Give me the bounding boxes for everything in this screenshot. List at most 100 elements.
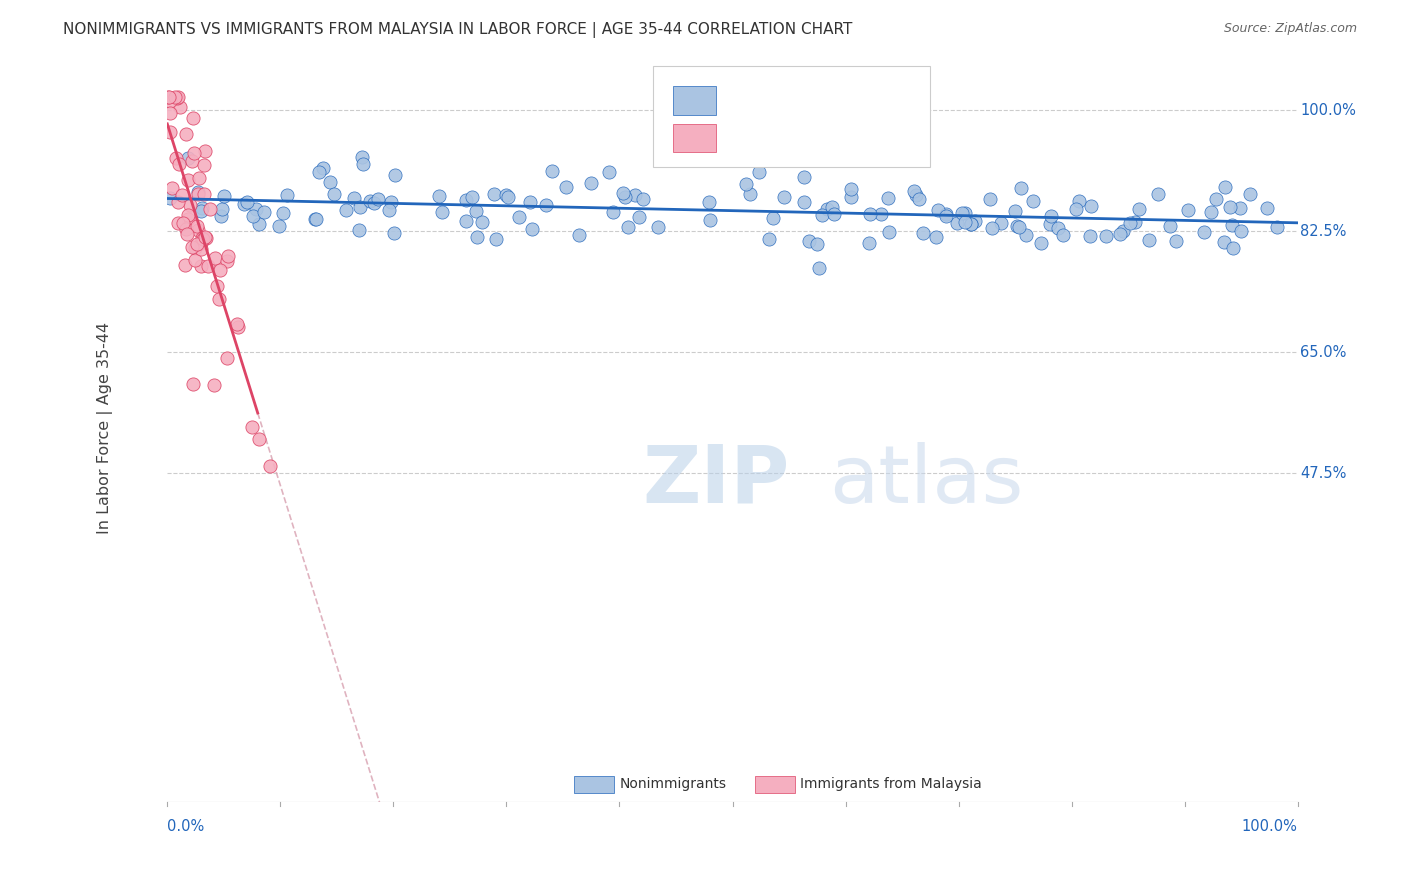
Point [194, 144, 217, 158]
Point [1229, 202, 1251, 216]
Point [181, 111, 204, 125]
Point [183, 241, 205, 255]
Point [245, 202, 267, 216]
Text: 47.5%: 47.5% [1301, 466, 1347, 481]
Text: Source: ZipAtlas.com: Source: ZipAtlas.com [1223, 22, 1357, 36]
Point [1199, 204, 1222, 219]
Point [797, 235, 820, 249]
Point [190, 243, 212, 257]
Point [176, 227, 198, 242]
Point [540, 163, 562, 178]
Point [226, 320, 249, 334]
Point [177, 208, 200, 222]
Text: In Labor Force | Age 35-44: In Labor Force | Age 35-44 [97, 322, 112, 534]
Point [382, 227, 405, 241]
Point [495, 188, 517, 202]
Point [319, 175, 342, 189]
Point [177, 212, 200, 227]
Text: 100.0%: 100.0% [1301, 103, 1355, 118]
Point [384, 168, 406, 182]
Point [1118, 217, 1140, 231]
Point [236, 194, 259, 209]
Point [167, 89, 190, 103]
Point [772, 190, 794, 204]
Point [242, 209, 264, 223]
Point [980, 221, 1002, 235]
Point [960, 217, 983, 231]
Bar [574, 776, 614, 793]
Point [183, 145, 205, 160]
Point [811, 208, 834, 222]
Point [821, 201, 844, 215]
Text: NONIMMIGRANTS VS IMMIGRANTS FROM MALAYSIA IN LABOR FORCE | AGE 35-44 CORRELATION: NONIMMIGRANTS VS IMMIGRANTS FROM MALAYSI… [63, 22, 852, 38]
Point [1213, 235, 1236, 249]
Point [159, 95, 181, 109]
Point [363, 196, 385, 211]
Point [903, 184, 925, 198]
Point [352, 157, 374, 171]
Point [1205, 192, 1227, 206]
Point [193, 187, 215, 202]
Point [214, 188, 236, 202]
Point [187, 185, 209, 199]
Point [1239, 187, 1261, 202]
Point [1047, 221, 1070, 235]
Point [194, 230, 217, 244]
FancyBboxPatch shape [654, 66, 931, 167]
Point [612, 186, 634, 201]
Point [305, 212, 328, 227]
Text: Nonimmigrants: Nonimmigrants [620, 777, 727, 791]
Point [1128, 202, 1150, 216]
Point [215, 254, 238, 268]
Point [945, 216, 967, 230]
Point [1005, 219, 1028, 233]
Point [205, 279, 228, 293]
Point [1147, 187, 1170, 202]
Point [1137, 234, 1160, 248]
Point [170, 188, 193, 202]
Point [953, 206, 976, 220]
Point [508, 210, 530, 224]
Point [568, 228, 591, 243]
Point [793, 195, 815, 210]
Point [198, 202, 221, 217]
Point [1164, 234, 1187, 248]
Point [163, 89, 186, 103]
Point [965, 214, 987, 228]
Point [167, 157, 190, 171]
Point [253, 205, 276, 219]
Point [823, 207, 845, 221]
Point [464, 204, 486, 219]
Point [174, 127, 197, 141]
Point [697, 195, 720, 210]
Point [169, 100, 191, 114]
Point [870, 207, 893, 221]
Point [627, 210, 650, 224]
Point [335, 202, 357, 217]
Point [979, 192, 1001, 206]
Point [208, 292, 231, 306]
Point [631, 192, 654, 206]
Point [1039, 209, 1062, 223]
Point [1192, 225, 1215, 239]
Point [454, 193, 477, 207]
Point [430, 205, 453, 219]
Point [614, 189, 637, 203]
Point [1021, 194, 1043, 208]
Point [367, 192, 389, 206]
Point [249, 217, 271, 231]
Point [1029, 235, 1052, 250]
Point [839, 181, 862, 195]
Point [927, 202, 949, 217]
Point [519, 194, 541, 209]
Point [157, 89, 180, 103]
Point [172, 216, 194, 230]
Point [187, 223, 209, 237]
Point [177, 151, 200, 165]
Point [1108, 227, 1130, 241]
Point [1222, 241, 1244, 255]
Point [173, 258, 195, 272]
Point [1215, 179, 1237, 194]
Point [429, 188, 451, 202]
Point [807, 261, 830, 276]
